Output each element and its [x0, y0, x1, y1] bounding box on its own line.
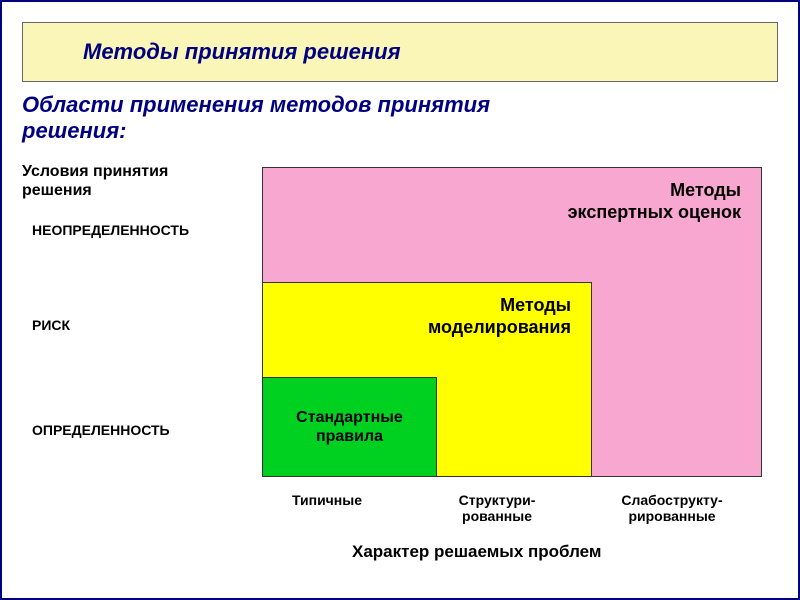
box-outer-label: Методыэкспертных оценок — [568, 180, 741, 223]
nested-box-chart: Методыэкспертных оценок Методымоделирова… — [262, 167, 762, 477]
x-label-2: Слабострукту-рированные — [592, 492, 752, 524]
y-label-1: РИСК — [32, 317, 70, 333]
box-inner-label: Стандартныеправила — [296, 408, 403, 446]
y-axis-title: Условия принятия решения — [22, 162, 222, 200]
title-bar: Методы принятия решения — [22, 22, 778, 82]
y-label-2: ОПРЕДЕЛЕННОСТЬ — [32, 422, 170, 438]
slide-frame: Методы принятия решения Области применен… — [0, 0, 800, 600]
y-label-0: НЕОПРЕДЕЛЕННОСТЬ — [32, 222, 189, 238]
box-inner: Стандартныеправила — [262, 377, 437, 477]
slide-title: Методы принятия решения — [83, 39, 401, 65]
x-label-0: Типичные — [247, 492, 407, 508]
x-axis-title: Характер решаемых проблем — [352, 542, 602, 562]
x-label-1: Структури-рованные — [417, 492, 577, 524]
box-middle-label: Методымоделирования — [428, 295, 571, 338]
slide-subtitle: Области применения методов принятия реше… — [22, 92, 582, 145]
